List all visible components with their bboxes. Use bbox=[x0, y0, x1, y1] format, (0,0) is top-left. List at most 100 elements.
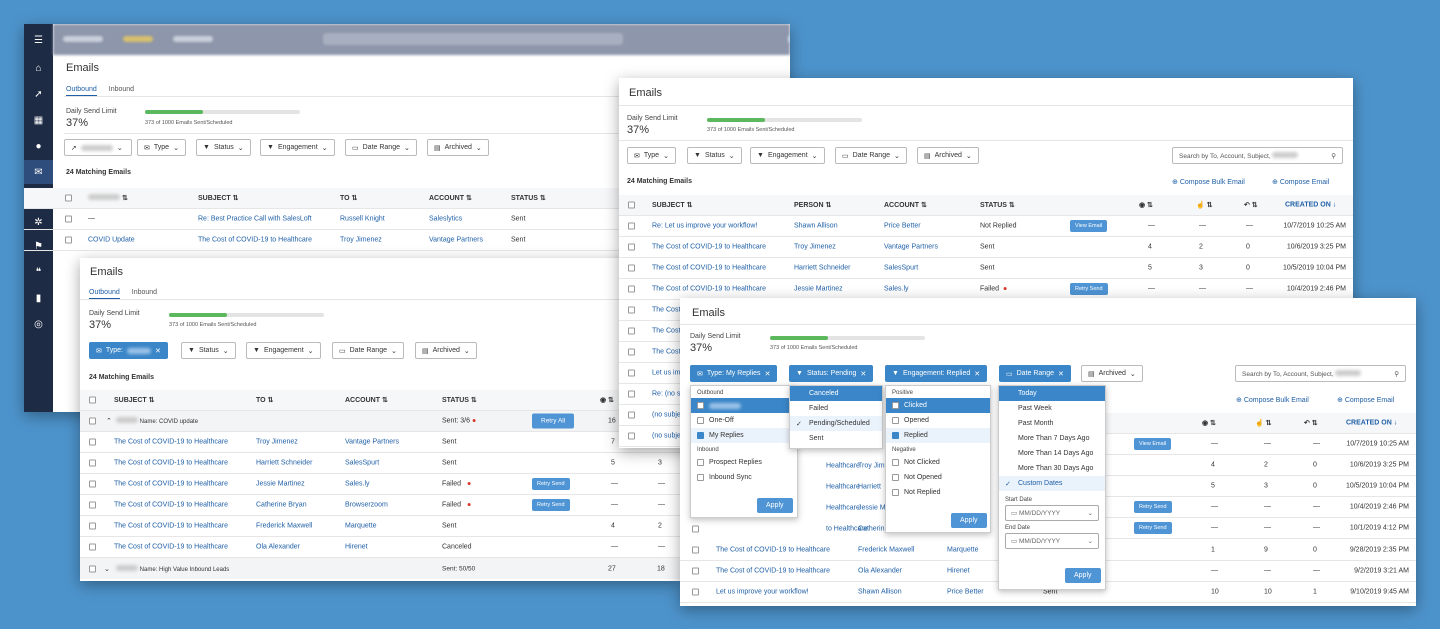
cell-to[interactable]: Jessie Martinez bbox=[256, 480, 305, 488]
cell-account[interactable]: Vantage Partners bbox=[884, 243, 938, 251]
cell-subject[interactable]: (no subje bbox=[652, 432, 681, 440]
group-row[interactable]: ⌃ Name: COVID update Sent: 3/6 ● Retry A… bbox=[80, 411, 680, 432]
row-checkbox[interactable] bbox=[628, 264, 635, 272]
row-checkbox[interactable] bbox=[628, 222, 635, 230]
cell-account[interactable]: Vantage Partners bbox=[345, 438, 399, 446]
cell-subject[interactable]: The Cost of COVID-19 to Healthcare bbox=[114, 480, 228, 488]
tab-inbound[interactable]: Inbound bbox=[131, 289, 158, 296]
engagement-filter[interactable]: ▼ Engagement ⌄ bbox=[750, 147, 825, 164]
table-row-partial[interactable]: Healthcare Jessie M bbox=[792, 497, 912, 518]
start-date-input[interactable]: ▭ MM/DD/YYYY ⌄ bbox=[1005, 505, 1099, 521]
table-row[interactable]: The Cost of COVID-19 to Healthcare Troy J… bbox=[619, 237, 1353, 258]
col-status[interactable]: STATUS ⇅ bbox=[442, 397, 477, 404]
type-filter-active[interactable]: ✉ Type: My Replies ✕ bbox=[690, 365, 778, 382]
compose-bulk-button[interactable]: ⊕ Compose Bulk Email bbox=[1172, 179, 1245, 186]
cell-to[interactable]: Ola Alexander bbox=[256, 543, 300, 551]
type-filter[interactable]: ✉ Type ⌄ bbox=[137, 139, 186, 156]
select-all-checkbox[interactable] bbox=[65, 194, 72, 202]
cell-person[interactable]: Shawn Allison bbox=[858, 588, 902, 596]
row-checkbox[interactable] bbox=[692, 546, 699, 554]
cell-subject-link[interactable]: Re: Best Practice Call with SalesLoft bbox=[198, 215, 312, 223]
apply-button[interactable]: Apply bbox=[757, 498, 793, 513]
close-icon[interactable]: ✕ bbox=[974, 370, 981, 378]
cell-subject[interactable]: Re: Let us improve your workflow! bbox=[652, 222, 758, 230]
row-checkbox[interactable] bbox=[89, 543, 96, 551]
retry-all-button[interactable]: Retry All bbox=[532, 413, 575, 429]
cell-person[interactable]: Shawn Allison bbox=[794, 222, 838, 230]
gear-icon[interactable]: ✲ bbox=[34, 216, 43, 228]
cell-subject[interactable]: The Cost of COVID-19 to Healthcare bbox=[652, 243, 766, 251]
search-input[interactable]: Search by To, Account, Subject, ⚲ bbox=[1172, 147, 1343, 164]
dropdown-option[interactable]: Inbound Sync bbox=[691, 470, 797, 485]
dropdown-option[interactable]: ✓ Custom Dates bbox=[999, 476, 1105, 491]
row-checkbox[interactable] bbox=[89, 480, 96, 488]
flag-icon[interactable]: ⚑ bbox=[34, 240, 43, 252]
retry-send-button[interactable]: Retry Send bbox=[1134, 501, 1172, 513]
dropdown-option[interactable] bbox=[691, 398, 797, 413]
date-range-filter-active[interactable]: ▭ Date Range ✕ bbox=[999, 365, 1071, 382]
row-checkbox[interactable] bbox=[628, 369, 635, 377]
cell-to[interactable]: Frederick Maxwell bbox=[256, 522, 313, 530]
cell-person[interactable]: Harriett bbox=[858, 483, 881, 490]
mail-icon[interactable]: ✉ bbox=[24, 160, 53, 184]
compose-button[interactable]: ⊕ Compose Email bbox=[1337, 397, 1395, 404]
target-icon[interactable]: ◎ bbox=[34, 318, 43, 330]
cell-account[interactable]: Sales.ly bbox=[345, 480, 370, 488]
dropdown-option[interactable]: Opened bbox=[886, 413, 990, 428]
cell-person[interactable]: Jessie M bbox=[858, 504, 886, 511]
cell-subject[interactable]: The Cost of COVID-19 to Healthcare bbox=[716, 567, 830, 575]
col-to[interactable]: TO ⇅ bbox=[256, 397, 274, 404]
cell-account[interactable]: Marquette bbox=[947, 546, 979, 554]
archived-filter[interactable]: ▤ Archived ⌄ bbox=[1081, 365, 1143, 382]
cell-subject[interactable]: Healthcare bbox=[826, 483, 860, 490]
engagement-filter-active[interactable]: ▼ Engagement: Replied ✕ bbox=[885, 365, 988, 382]
cell-person[interactable]: Troy Jimenez bbox=[794, 243, 836, 251]
click-icon[interactable]: ☝ ⇅ bbox=[1255, 420, 1272, 427]
row-checkbox[interactable] bbox=[89, 438, 96, 446]
cell-subject[interactable]: Let us im bbox=[652, 369, 681, 377]
dropdown-option[interactable]: ✓ Pending/Scheduled bbox=[790, 416, 882, 431]
col-status[interactable]: STATUS ⇅ bbox=[511, 195, 546, 202]
row-checkbox[interactable] bbox=[65, 215, 72, 223]
table-row[interactable]: The Cost of COVID-19 to Healthcare Harrie… bbox=[80, 453, 680, 474]
row-checkbox[interactable] bbox=[89, 522, 96, 530]
eye-icon[interactable]: ◉ ⇅ bbox=[1139, 202, 1153, 209]
select-all-checkbox[interactable] bbox=[89, 396, 96, 404]
status-filter[interactable]: ▼ Status ⌄ bbox=[687, 147, 742, 164]
date-range-filter[interactable]: ▭ Date Range ⌄ bbox=[332, 342, 404, 359]
search-icon[interactable]: ⚲ bbox=[1331, 152, 1336, 160]
cell-subject[interactable]: The Cost bbox=[652, 348, 681, 356]
col-subject[interactable]: SUBJECT ⇅ bbox=[114, 397, 155, 404]
dropdown-option[interactable]: Replied bbox=[886, 428, 990, 443]
dropdown-option[interactable]: Clicked bbox=[886, 398, 990, 413]
cell-account[interactable]: Hirenet bbox=[345, 543, 368, 551]
dropdown-option[interactable]: One-Off bbox=[691, 413, 797, 428]
cell-subject[interactable]: The Cost of COVID-19 to Healthcare bbox=[652, 264, 766, 272]
table-row[interactable]: The Cost of COVID-19 to Healthcare Cather… bbox=[80, 495, 680, 516]
close-icon[interactable]: ✕ bbox=[155, 347, 161, 355]
col-person[interactable]: PERSON ⇅ bbox=[794, 202, 832, 209]
col-subject[interactable]: SUBJECT ⇅ bbox=[198, 195, 239, 202]
chevron-down-icon[interactable]: ⌄ bbox=[104, 565, 110, 573]
col-to[interactable]: TO ⇅ bbox=[340, 195, 358, 202]
date-range-filter[interactable]: ▭ Date Range ⌄ bbox=[835, 147, 907, 164]
row-checkbox[interactable] bbox=[628, 390, 635, 398]
cell-subject[interactable]: The Cost bbox=[652, 327, 681, 335]
compose-button[interactable]: ⊕ Compose Email bbox=[1272, 179, 1330, 186]
search-icon[interactable]: ⚲ bbox=[1394, 370, 1399, 378]
retry-send-button[interactable]: Retry Send bbox=[532, 499, 570, 511]
hamburger-icon[interactable]: ☰ bbox=[34, 34, 43, 46]
table-row[interactable]: Re: Let us improve your workflow! Shawn A… bbox=[619, 216, 1353, 237]
cell-subject[interactable]: The Cost of COVID-19 to Healthcare bbox=[114, 522, 228, 530]
cell-subject-link[interactable]: The Cost of COVID-19 to Healthcare bbox=[198, 236, 312, 244]
cell-account[interactable]: Price Better bbox=[884, 222, 921, 230]
row-checkbox[interactable] bbox=[89, 501, 96, 509]
col-account[interactable]: ACCOUNT ⇅ bbox=[345, 397, 388, 404]
cell-to[interactable]: Troy Jimenez bbox=[340, 236, 382, 244]
archived-filter[interactable]: ▤ Archived ⌄ bbox=[427, 139, 489, 156]
status-filter[interactable]: ▼ Status ⌄ bbox=[181, 342, 236, 359]
cell-person[interactable]: Catherin bbox=[858, 525, 885, 532]
view-email-button[interactable]: View Email bbox=[1134, 438, 1172, 450]
cell-person[interactable]: Ola Alexander bbox=[858, 567, 902, 575]
cell-subject[interactable]: Let us improve your workflow! bbox=[716, 588, 809, 596]
